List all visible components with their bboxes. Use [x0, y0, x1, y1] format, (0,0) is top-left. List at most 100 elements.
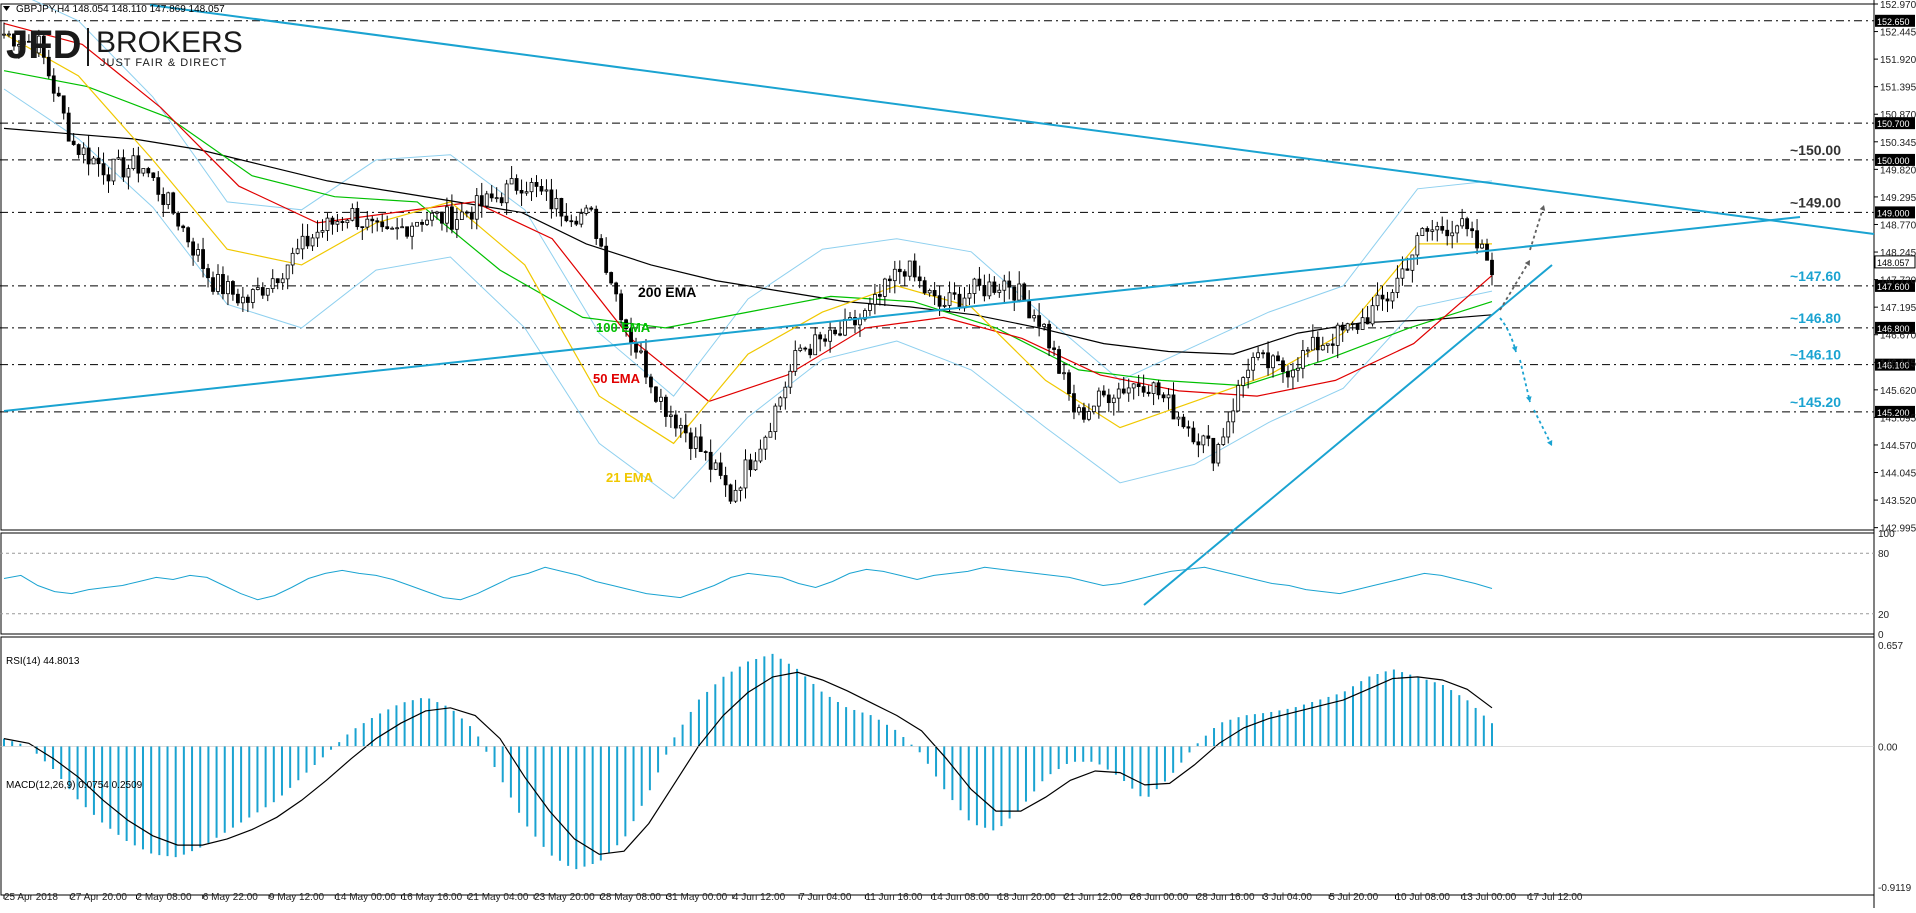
price-tick-label: 142.995 — [1880, 524, 1916, 535]
ema-line-50 — [3, 22, 1493, 403]
candle-body — [46, 56, 51, 77]
time-tick-label: 16 May 16:00 — [402, 892, 463, 903]
candle-body — [937, 295, 942, 307]
candle-body — [1375, 294, 1380, 307]
time-tick-label: 28 Jun 16:00 — [1197, 892, 1255, 903]
candle-body — [1241, 377, 1246, 386]
candle-body — [111, 158, 116, 182]
candle-body — [1201, 435, 1206, 446]
candle-body — [1116, 388, 1121, 399]
level-tag-text: 146.800 — [1877, 324, 1910, 334]
candle-body — [1490, 259, 1494, 276]
candle-body — [1300, 350, 1305, 369]
arrow-to-149 — [1499, 259, 1531, 311]
candle-body — [1091, 405, 1096, 412]
price-tick-label: 148.770 — [1880, 220, 1916, 231]
candle-body — [66, 112, 71, 142]
time-tick-label: 14 Jun 08:00 — [932, 892, 990, 903]
candle-body — [738, 487, 743, 491]
time-tick-label: 6 May 22:00 — [203, 892, 258, 903]
price-tick-label: 146.670 — [1880, 331, 1916, 342]
time-tick-label: 21 May 04:00 — [468, 892, 529, 903]
candle-body — [255, 287, 260, 290]
candle-body — [330, 217, 335, 225]
candle-body — [216, 274, 220, 292]
candle-body — [922, 280, 927, 294]
candle-body — [425, 219, 429, 225]
candle-body — [972, 278, 977, 294]
candle-body — [325, 217, 330, 231]
candle-body — [718, 462, 723, 476]
candle-body — [634, 342, 638, 353]
candle-body — [584, 207, 589, 214]
candle-body — [1315, 336, 1320, 351]
time-tick-label: 21 Jun 12:00 — [1064, 892, 1122, 903]
candle-body — [1410, 254, 1415, 271]
time-tick-label: 26 Jun 00:00 — [1130, 892, 1188, 903]
candle-body — [1320, 344, 1325, 351]
candle-body — [982, 285, 987, 297]
candle-body — [997, 289, 1002, 293]
candle-body — [733, 489, 738, 502]
arrow-to-147-60 — [1499, 317, 1517, 353]
arrow-to-146-10 — [1533, 409, 1553, 447]
candle-body — [196, 249, 200, 256]
candle-body — [509, 178, 514, 185]
candle-body — [81, 147, 86, 155]
level-annotation: ~146.80 — [1790, 310, 1841, 326]
candle-body — [678, 424, 683, 429]
candle-body — [2, 33, 6, 36]
candle-body — [813, 334, 818, 356]
candle-body — [1082, 407, 1086, 420]
price-tick-label: 147.720 — [1880, 276, 1916, 287]
candle-body — [1181, 416, 1186, 428]
candle-body — [589, 207, 594, 210]
candle-body — [395, 227, 400, 230]
candle-body — [26, 40, 31, 43]
time-tick-label: 28 May 08:00 — [600, 892, 661, 903]
candle-body — [405, 226, 410, 237]
candle-body — [350, 208, 355, 221]
level-annotation: ~146.10 — [1790, 347, 1841, 363]
candle-body — [753, 460, 758, 471]
bollinger-upper — [31, 0, 1493, 397]
dropdown-icon[interactable] — [3, 6, 10, 11]
candle-body — [1266, 352, 1270, 369]
candle-body — [355, 208, 360, 228]
candle-body — [947, 292, 952, 306]
level-tag — [1875, 405, 1915, 418]
rsi-tick-label: 0 — [1878, 630, 1884, 641]
candle-body — [818, 334, 823, 340]
candle-body — [1211, 437, 1216, 464]
logo: JFD BROKERS JUST FAIR & DIRECT — [6, 23, 243, 69]
rsi-tick-label: 100 — [1878, 529, 1895, 540]
uptrend-support-line — [1143, 264, 1553, 606]
candle-body — [176, 212, 181, 227]
candle-body — [1062, 372, 1066, 375]
candle-body — [1226, 421, 1231, 438]
ascending-trendline — [3, 216, 1801, 412]
candle-body — [1067, 372, 1071, 395]
candle-body — [574, 220, 579, 225]
candle-body — [579, 213, 584, 225]
candle-body — [1415, 235, 1420, 256]
candle-body — [1291, 369, 1295, 378]
candle-body — [828, 329, 833, 342]
logo-name: BROKERS — [96, 26, 243, 59]
time-tick-label: 25 Apr 2018 — [4, 892, 58, 903]
candle-body — [1057, 349, 1061, 374]
candle-body — [51, 75, 56, 94]
logo-brand: JFD — [6, 23, 82, 67]
candle-body — [1445, 229, 1450, 237]
candle-body — [698, 436, 703, 452]
candle-body — [1360, 317, 1365, 330]
candle-body — [245, 296, 250, 303]
candle-body — [659, 396, 663, 402]
candle-body — [71, 140, 76, 145]
candle-body — [464, 211, 469, 214]
candle-body — [1037, 315, 1042, 327]
price-tick-label: 145.620 — [1880, 386, 1916, 397]
price-tick-label: 145.095 — [1880, 413, 1916, 424]
candle-body — [1405, 268, 1410, 271]
price-tick-label: 152.970 — [1880, 0, 1916, 11]
